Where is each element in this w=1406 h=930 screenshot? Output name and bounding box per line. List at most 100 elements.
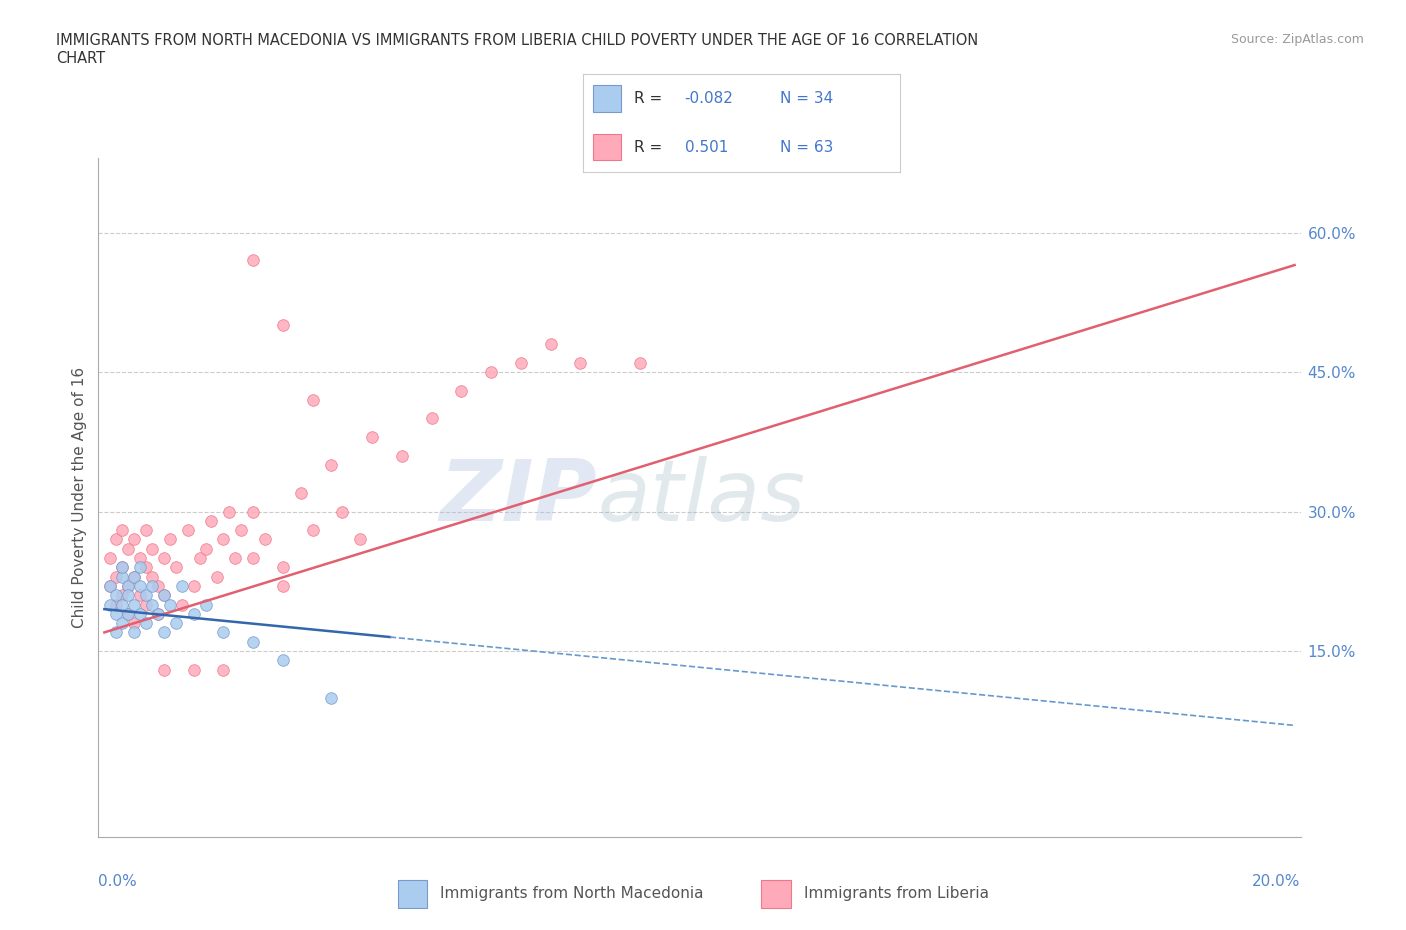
Point — [271, 318, 294, 333]
Point — [332, 504, 354, 519]
Point — [122, 625, 145, 640]
Point — [111, 597, 134, 612]
Point — [129, 606, 152, 621]
Point — [349, 532, 371, 547]
Text: Immigrants from North Macedonia: Immigrants from North Macedonia — [440, 886, 704, 901]
Point — [117, 541, 139, 556]
Point — [117, 578, 139, 593]
Point — [242, 634, 264, 649]
Bar — [593, 86, 621, 112]
Point — [135, 560, 157, 575]
Point — [218, 504, 240, 519]
Point — [212, 662, 235, 677]
Point — [98, 597, 121, 612]
Point — [153, 588, 176, 603]
Point — [194, 597, 217, 612]
Point — [105, 597, 128, 612]
Text: atlas: atlas — [598, 456, 806, 539]
Bar — [593, 134, 621, 160]
Point — [153, 662, 176, 677]
Text: IMMIGRANTS FROM NORTH MACEDONIA VS IMMIGRANTS FROM LIBERIA CHILD POVERTY UNDER T: IMMIGRANTS FROM NORTH MACEDONIA VS IMMIG… — [56, 33, 979, 47]
Text: R =: R = — [634, 140, 668, 154]
Point — [361, 430, 384, 445]
Point — [117, 606, 139, 621]
Point — [224, 551, 246, 565]
Point — [105, 532, 128, 547]
Text: Source: ZipAtlas.com: Source: ZipAtlas.com — [1230, 33, 1364, 46]
Point — [111, 560, 134, 575]
Point — [188, 551, 211, 565]
Point — [200, 513, 222, 528]
Point — [153, 551, 176, 565]
Point — [628, 355, 651, 370]
Point — [301, 392, 323, 407]
Text: N = 34: N = 34 — [779, 91, 832, 106]
Point — [207, 569, 229, 584]
Point — [165, 616, 187, 631]
Point — [242, 253, 264, 268]
Point — [129, 578, 152, 593]
Point — [146, 606, 169, 621]
Point — [319, 458, 342, 472]
Point — [153, 625, 176, 640]
Text: ZIP: ZIP — [440, 456, 598, 539]
Text: Immigrants from Liberia: Immigrants from Liberia — [804, 886, 988, 901]
Point — [290, 485, 312, 500]
Point — [153, 588, 176, 603]
Point — [510, 355, 533, 370]
Point — [141, 578, 163, 593]
Text: 20.0%: 20.0% — [1253, 874, 1301, 889]
Point — [159, 532, 181, 547]
Point — [98, 578, 121, 593]
Text: 0.501: 0.501 — [685, 140, 728, 154]
Point — [105, 625, 128, 640]
Point — [105, 569, 128, 584]
Point — [183, 578, 205, 593]
Point — [242, 551, 264, 565]
Point — [122, 597, 145, 612]
Point — [122, 616, 145, 631]
Point — [254, 532, 277, 547]
Point — [122, 569, 145, 584]
Point — [479, 365, 502, 379]
Point — [117, 578, 139, 593]
Point — [117, 588, 139, 603]
Point — [176, 523, 198, 538]
Point — [301, 523, 323, 538]
Point — [122, 569, 145, 584]
Point — [540, 337, 562, 352]
Text: R =: R = — [634, 91, 668, 106]
Point — [271, 653, 294, 668]
Point — [319, 690, 342, 705]
Point — [183, 606, 205, 621]
Point — [146, 606, 169, 621]
Point — [212, 532, 235, 547]
Point — [129, 551, 152, 565]
Point — [170, 578, 193, 593]
Point — [117, 606, 139, 621]
Point — [135, 588, 157, 603]
Point — [135, 597, 157, 612]
Point — [170, 597, 193, 612]
Point — [141, 541, 163, 556]
Point — [420, 411, 443, 426]
Point — [242, 504, 264, 519]
Point — [271, 578, 294, 593]
Point — [159, 597, 181, 612]
Point — [450, 383, 472, 398]
Bar — [762, 881, 790, 908]
Point — [165, 560, 187, 575]
Text: CHART: CHART — [56, 51, 105, 66]
Text: -0.082: -0.082 — [685, 91, 734, 106]
Point — [194, 541, 217, 556]
Point — [111, 569, 134, 584]
Text: N = 63: N = 63 — [779, 140, 832, 154]
Point — [105, 588, 128, 603]
Point — [105, 606, 128, 621]
Y-axis label: Child Poverty Under the Age of 16: Child Poverty Under the Age of 16 — [72, 367, 87, 628]
Point — [391, 448, 413, 463]
Point — [141, 597, 163, 612]
Point — [271, 560, 294, 575]
Point — [141, 569, 163, 584]
Point — [111, 588, 134, 603]
